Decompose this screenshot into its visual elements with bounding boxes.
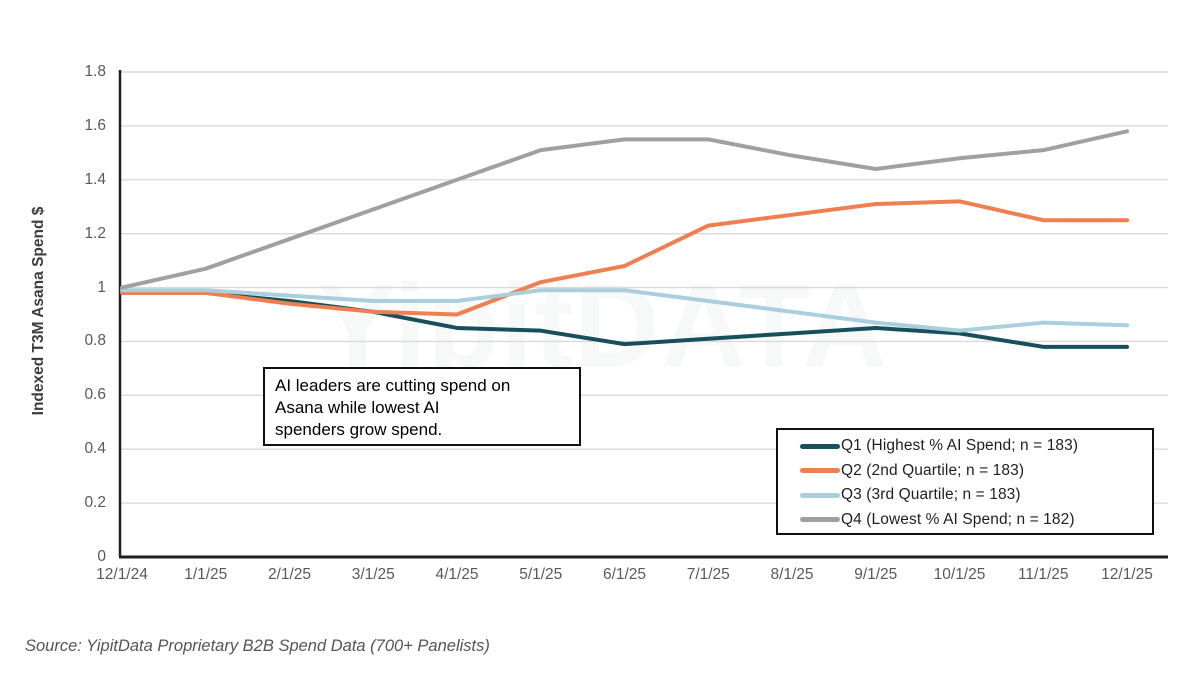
- series-line-q4: [120, 129, 1129, 290]
- x-tick-label: 9/1/25: [854, 566, 898, 583]
- y-tick-label: 1.2: [84, 224, 106, 242]
- x-tick-label: 10/1/25: [933, 566, 986, 583]
- y-tick-label: 0.2: [84, 494, 106, 512]
- annotation-callout: AI leaders are cutting spend on Asana wh…: [263, 367, 581, 446]
- legend: Q1 (Highest % AI Spend; n = 183) Q2 (2nd …: [776, 428, 1154, 535]
- series-line-q3: [120, 288, 1129, 333]
- legend-swatch-q2: [800, 468, 840, 474]
- x-tick-label: 6/1/25: [602, 566, 647, 583]
- x-tick-label: 11/1/25: [1017, 566, 1069, 583]
- legend-label: Q3 (3rd Quartile; n = 183): [841, 486, 1021, 504]
- y-tick-label: 1.4: [84, 170, 106, 188]
- y-tick-label: 0.8: [84, 332, 106, 350]
- source-note: Source: YipitData Proprietary B2B Spend …: [25, 637, 490, 655]
- y-tick-label: 0.4: [84, 440, 106, 458]
- x-tick-label: 5/1/25: [519, 566, 563, 583]
- series-line-q2: [120, 199, 1129, 317]
- legend-label: Q1 (Highest % AI Spend; n = 183): [841, 437, 1079, 455]
- y-tick-label: 0.6: [84, 386, 106, 404]
- x-tick-label: 2/1/25: [267, 566, 312, 583]
- x-tick-label: 1/1/25: [184, 566, 228, 583]
- legend-item: Q1 (Highest % AI Spend; n = 183): [800, 434, 1152, 459]
- legend-item: Q4 (Lowest % AI Spend; n = 182): [800, 508, 1152, 533]
- y-tick-label: 1.8: [84, 63, 106, 80]
- legend-swatch-q1: [800, 443, 840, 449]
- legend-label: Q2 (2nd Quartile; n = 183): [841, 461, 1025, 479]
- x-tick-label: 3/1/25: [351, 566, 395, 583]
- y-tick-label: 1.6: [84, 116, 106, 134]
- y-tick-label: 0: [97, 548, 106, 565]
- y-tick-label: 1: [97, 278, 106, 296]
- x-tick-label: 12/1/25: [1101, 566, 1153, 583]
- x-tick-label: 8/1/25: [770, 566, 814, 583]
- legend-item: Q3 (3rd Quartile; n = 183): [800, 483, 1152, 508]
- series-line-q1: [120, 290, 1129, 349]
- legend-label: Q4 (Lowest % AI Spend; n = 182): [841, 510, 1075, 528]
- x-tick-label: 7/1/25: [686, 566, 730, 583]
- x-tick-label: 12/1/24: [96, 566, 148, 583]
- legend-swatch-q4: [800, 517, 840, 523]
- x-tick-label: 4/1/25: [435, 566, 479, 583]
- legend-item: Q2 (2nd Quartile; n = 183): [800, 459, 1152, 484]
- legend-swatch-q3: [800, 492, 840, 498]
